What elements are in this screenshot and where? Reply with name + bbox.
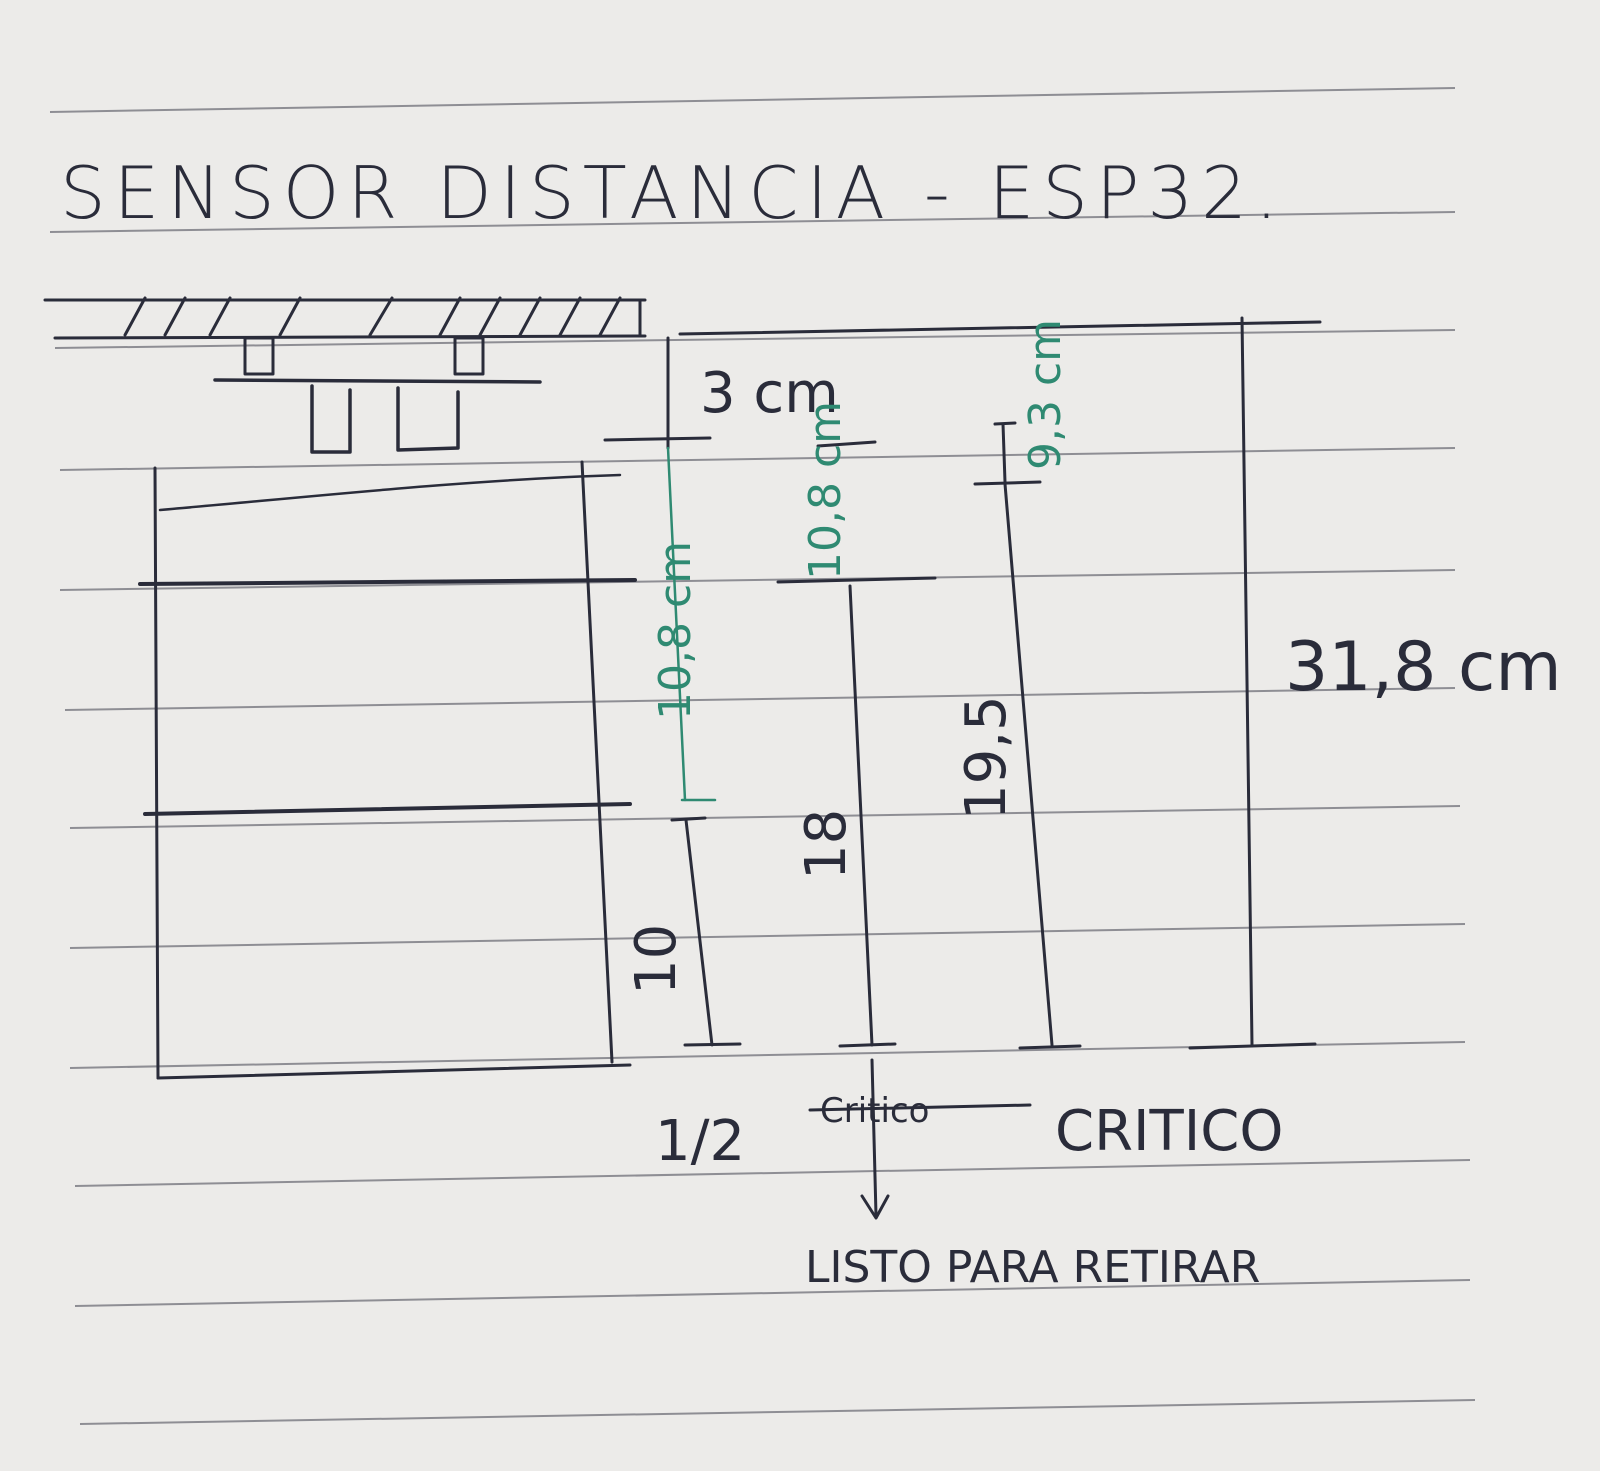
dimension-10 <box>670 816 742 1047</box>
label-dim-19-5: 19,5 <box>954 695 1019 820</box>
dimension-18 <box>838 584 897 1048</box>
label-half: 1/2 <box>655 1109 745 1174</box>
arrow-down-icon <box>860 1058 890 1220</box>
dimension-green-mid <box>776 440 937 584</box>
label-critico: CRITICO <box>1055 1099 1283 1164</box>
container-box <box>138 460 637 1080</box>
dimension-19-5 <box>1003 482 1082 1050</box>
dimension-3cm <box>603 320 1322 450</box>
ultrasonic-sensor <box>213 336 542 454</box>
label-green-right: 9,3 cm <box>1020 319 1071 470</box>
label-listo: LISTO PARA RETIRAR <box>805 1242 1260 1293</box>
label-green-left: 10,8 cm <box>650 541 701 720</box>
label-gap-top: 3 cm <box>700 361 839 426</box>
page-title: SENSOR DISTANCIA - ESP32. <box>60 151 1286 235</box>
dimension-green-left <box>666 446 717 802</box>
dimension-green-right <box>973 421 1042 486</box>
dimension-total <box>1188 316 1317 1050</box>
label-green-mid: 10,8 cm <box>800 401 851 580</box>
label-dim-10: 10 <box>624 924 689 995</box>
label-critico-struck-group: Critico <box>808 1091 1032 1131</box>
ceiling-drawing <box>43 296 647 340</box>
ruled-lines <box>49 87 1476 1425</box>
label-dim-18: 18 <box>794 809 859 880</box>
label-total: 31,8 cm <box>1285 628 1562 707</box>
